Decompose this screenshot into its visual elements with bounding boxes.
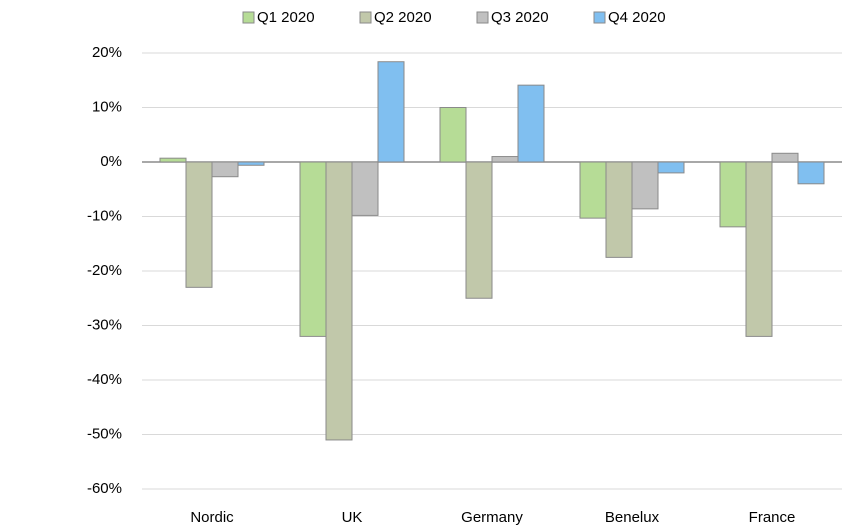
y-tick-label: 10% — [92, 98, 122, 115]
bar — [745, 161, 773, 337]
bar — [605, 161, 633, 258]
x-tick-label: Germany — [461, 509, 523, 526]
y-tick-label: -10% — [87, 207, 122, 224]
bar — [377, 61, 405, 163]
y-tick-label: 20% — [92, 44, 122, 61]
x-tick-label: Nordic — [190, 509, 234, 526]
x-tick-label: Benelux — [605, 509, 660, 526]
legend-label: Q4 2020 — [608, 9, 666, 26]
legend-label: Q1 2020 — [257, 9, 315, 26]
bar — [325, 161, 353, 441]
y-tick-label: -60% — [87, 480, 122, 497]
legend-label: Q3 2020 — [491, 9, 549, 26]
legend-label: Q2 2020 — [374, 9, 432, 26]
bar — [159, 157, 187, 163]
bar — [491, 156, 519, 163]
bar — [439, 107, 467, 163]
legend-swatch — [242, 11, 255, 24]
bar — [797, 161, 825, 185]
bar — [351, 161, 379, 216]
y-tick-label: -20% — [87, 262, 122, 279]
y-tick-label: -40% — [87, 371, 122, 388]
bar — [185, 161, 213, 288]
y-tick-label: -50% — [87, 425, 122, 442]
bar — [211, 161, 239, 178]
bar — [517, 84, 545, 163]
bar — [631, 161, 659, 210]
bar — [237, 161, 265, 166]
bar — [719, 161, 747, 228]
legend-swatch — [593, 11, 606, 24]
bar — [299, 161, 327, 337]
x-tick-label: UK — [342, 509, 363, 526]
bar — [771, 152, 799, 163]
y-tick-label: 0% — [100, 153, 122, 170]
bar — [657, 161, 685, 174]
x-tick-label: France — [749, 509, 796, 526]
legend-swatch — [359, 11, 372, 24]
bar — [579, 161, 607, 219]
legend-swatch — [476, 11, 489, 24]
y-tick-label: -30% — [87, 316, 122, 333]
bar — [465, 161, 493, 299]
